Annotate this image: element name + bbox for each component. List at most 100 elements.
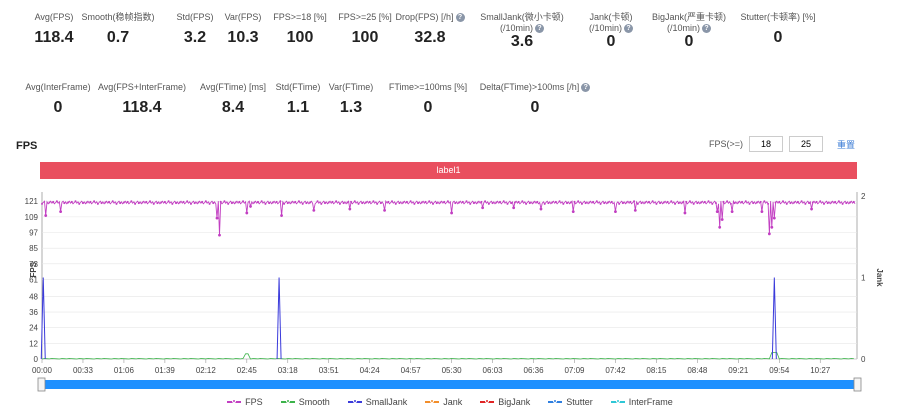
fps-point (424, 200, 427, 203)
legend-item-smalljank[interactable]: SmallJank (347, 397, 407, 407)
fps-point (126, 200, 129, 203)
help-icon[interactable]: ? (455, 13, 465, 23)
fps-point (357, 202, 360, 205)
fps-point (372, 200, 375, 203)
legend-swatch (480, 399, 495, 403)
y-tick-label: 97 (29, 229, 38, 238)
metric-value: 0 (530, 99, 540, 116)
fps-point (808, 202, 811, 205)
fps-point (70, 200, 73, 203)
r1-metric-0: Avg(FPS) 118.4 (0, 12, 114, 47)
fps-point (41, 202, 43, 205)
fps-point (510, 202, 513, 205)
fps-point (85, 201, 88, 204)
reset-button[interactable]: 重置 (837, 139, 856, 150)
legend-item-jank[interactable]: Jank (425, 397, 462, 407)
metric-label-sub: (/10min)? (462, 23, 582, 34)
fps-point (621, 202, 624, 205)
x-tick-label: 03:18 (278, 366, 299, 375)
fps-point (633, 200, 636, 203)
label-bar[interactable]: label1 (40, 162, 857, 179)
legend-label: BigJank (498, 397, 531, 407)
fps-point (551, 201, 554, 204)
x-tick-label: 08:48 (687, 366, 708, 375)
fps-point (506, 202, 509, 205)
r1-metric-4: FPS>=18 [%] 100 (240, 12, 360, 47)
fps-point (811, 201, 814, 204)
fps-threshold-1-input[interactable] (749, 136, 784, 152)
fps-dip-point (312, 208, 316, 212)
metric-label: FTime>=100ms [%] (388, 82, 468, 92)
metric-label: FPS>=25 [%] (338, 12, 392, 22)
help-icon[interactable]: ? (581, 83, 591, 93)
x-tick-label: 02:12 (196, 366, 217, 375)
fps-point (364, 201, 367, 204)
y2-tick-label: 1 (861, 274, 866, 283)
x-tick-label: 04:57 (401, 366, 422, 375)
fps-point (782, 200, 785, 203)
fps-point (819, 200, 822, 203)
fps-point (331, 200, 334, 203)
x-tick-label: 03:51 (319, 366, 340, 375)
fps-point (130, 200, 133, 203)
fps-point (696, 202, 699, 205)
fps-dip-point (348, 207, 352, 211)
fps-point (688, 200, 691, 203)
metric-label: Drop(FPS) [/h]? (370, 12, 490, 23)
y-tick-label: 109 (25, 213, 39, 222)
legend-item-stutter[interactable]: Stutter (548, 397, 593, 407)
fps-point (230, 202, 233, 205)
fps-point (714, 202, 717, 205)
metric-value: 32.8 (414, 29, 446, 46)
smalljank-spike (40, 277, 46, 360)
help-icon[interactable]: ? (535, 24, 544, 34)
fps-point (852, 200, 855, 203)
fps-point (55, 200, 58, 203)
fps-point (189, 202, 192, 205)
fps-point (320, 202, 323, 205)
zoom-slider-left-handle[interactable] (37, 377, 46, 392)
fps-point (625, 201, 628, 204)
fps-point (271, 201, 274, 204)
fps-point (476, 201, 479, 204)
fps-point (78, 202, 81, 205)
legend-swatch (425, 399, 440, 403)
fps-threshold-2-input[interactable] (789, 136, 824, 152)
y-tick-label: 0 (34, 355, 39, 364)
zoom-slider-right-handle[interactable] (853, 377, 862, 392)
fps-point (100, 202, 103, 205)
help-icon[interactable]: ? (702, 24, 711, 34)
x-tick-label: 00:00 (32, 366, 53, 375)
legend-item-fps[interactable]: FPS (227, 397, 263, 407)
fps-point (707, 200, 710, 203)
legend-item-interframe[interactable]: InterFrame (610, 397, 673, 407)
fps-point (89, 200, 92, 203)
fps-point (480, 200, 483, 203)
fps-point (134, 202, 137, 205)
zoom-slider-track[interactable] (42, 380, 857, 389)
fps-point (636, 202, 639, 205)
legend-item-smooth[interactable]: Smooth (280, 397, 330, 407)
metric-value: 3.6 (510, 33, 534, 50)
fps-point (405, 200, 408, 203)
fps-point (737, 201, 740, 204)
fps-point (122, 201, 125, 204)
r1-metric-1: Smooth(稳帧指数) 0.7 (58, 12, 178, 47)
fps-point (398, 202, 401, 205)
fps-dip-point (245, 211, 249, 215)
legend-item-bigjank[interactable]: BigJank (480, 397, 530, 407)
help-icon[interactable]: ? (624, 24, 633, 34)
fps-point (793, 201, 796, 204)
fps-point (465, 200, 468, 203)
metric-label: Avg(FPS) (34, 12, 74, 22)
fps-point (532, 201, 535, 204)
fps-dip-point (481, 206, 485, 210)
fps-point (592, 200, 595, 203)
x-tick-label: 00:33 (73, 366, 94, 375)
fps-series-line (41, 199, 856, 236)
r1-metric-6: Drop(FPS) [/h]? 32.8 (370, 12, 490, 47)
r2-metric-0: Avg(InterFrame) 0 (0, 82, 118, 117)
y-tick-label: 12 (29, 339, 38, 348)
fps-point (148, 200, 151, 203)
